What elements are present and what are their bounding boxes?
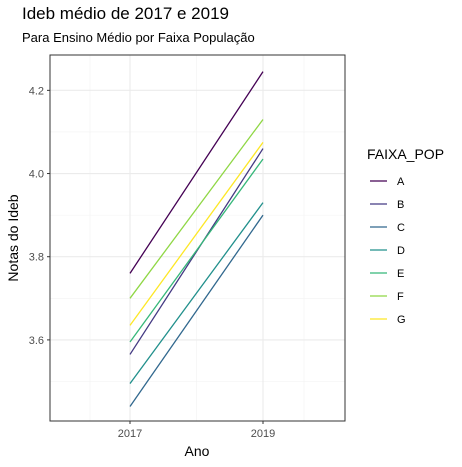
legend-title: FAIXA_POP bbox=[367, 146, 444, 162]
y-axis-title: Notas do Ideb bbox=[5, 194, 21, 281]
chart-subtitle: Para Ensino Médio por Faixa População bbox=[22, 30, 255, 45]
series-line-A bbox=[129, 71, 264, 274]
legend-label-A: A bbox=[397, 176, 405, 188]
x-axis: 2017 2019 bbox=[118, 421, 275, 440]
y-axis: 3.6 3.8 4.0 4.2 bbox=[29, 85, 50, 347]
chart-title: Ideb médio de 2017 e 2019 bbox=[22, 4, 229, 23]
y-tick-label: 4.0 bbox=[29, 169, 44, 181]
y-tick-label: 4.2 bbox=[29, 85, 44, 97]
plot-panel-border bbox=[49, 54, 346, 422]
legend-label-G: G bbox=[397, 314, 406, 326]
y-tick-label: 3.6 bbox=[29, 335, 44, 347]
legend-label-F: F bbox=[397, 291, 404, 303]
legend-label-D: D bbox=[397, 245, 405, 257]
grid-minor bbox=[50, 55, 345, 421]
grid-major bbox=[50, 55, 345, 421]
x-tick-label: 2019 bbox=[251, 428, 275, 440]
series-line-F bbox=[129, 119, 264, 299]
legend-label-B: B bbox=[397, 199, 404, 211]
series-line-C bbox=[129, 214, 264, 407]
x-axis-title: Ano bbox=[185, 443, 210, 459]
series-line-D bbox=[129, 202, 264, 384]
legend-label-E: E bbox=[397, 268, 404, 280]
series-line-G bbox=[129, 141, 264, 326]
y-tick-label: 3.8 bbox=[29, 252, 44, 264]
legend-label-C: C bbox=[397, 222, 405, 234]
series-line-E bbox=[129, 158, 264, 343]
x-tick-label: 2017 bbox=[118, 428, 142, 440]
series-lines bbox=[129, 71, 264, 407]
